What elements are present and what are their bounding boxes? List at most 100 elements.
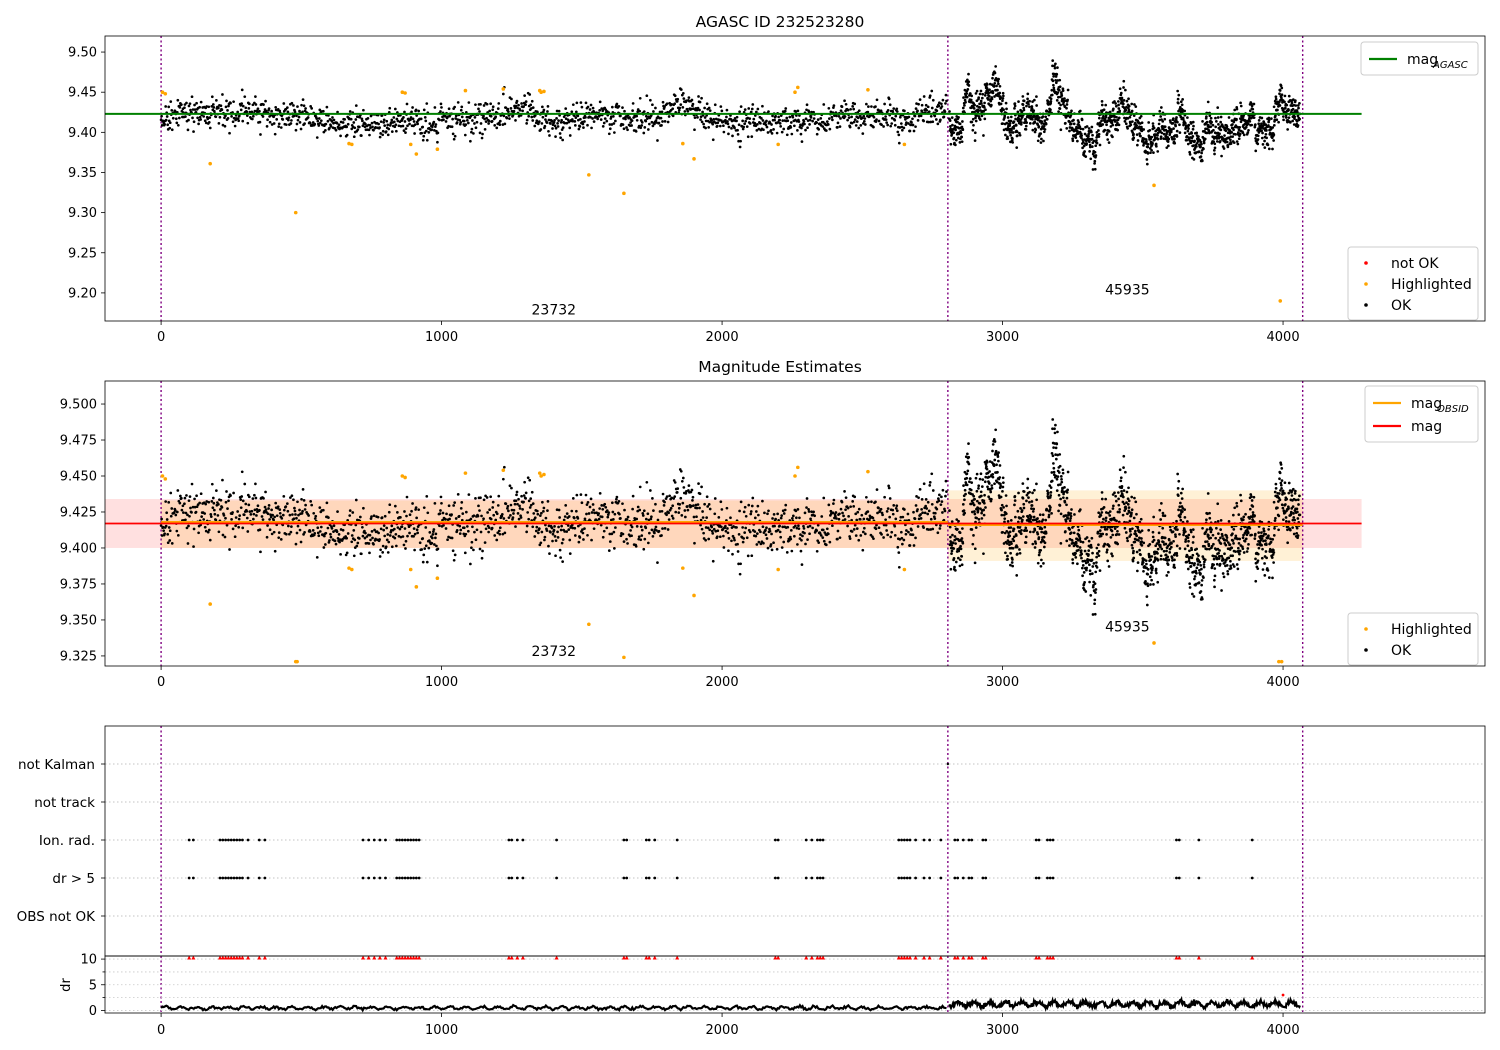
x-tick-label: 3000 <box>986 330 1019 345</box>
ok-point <box>559 528 563 532</box>
ok-point <box>794 524 797 528</box>
ok-point <box>978 106 982 109</box>
ok-point <box>576 517 580 520</box>
ok-point <box>500 512 504 516</box>
ok-point <box>177 499 181 503</box>
y-tick-label: 9.45 <box>68 86 97 101</box>
ok-point <box>985 460 989 464</box>
ok-point <box>354 498 358 502</box>
ok-point <box>933 114 937 118</box>
ok-point <box>459 108 463 112</box>
ok-point <box>587 512 591 515</box>
ok-point <box>993 81 997 85</box>
ok-point <box>904 123 908 127</box>
ok-point <box>1211 123 1215 127</box>
ok-point <box>348 110 352 113</box>
ok-point <box>851 500 855 503</box>
ok-point <box>889 124 893 128</box>
ok-point <box>1001 122 1005 125</box>
ok-point <box>1230 130 1234 134</box>
ok-point <box>954 128 957 132</box>
ok-point <box>951 123 954 127</box>
ok-point <box>1260 116 1264 120</box>
ok-point <box>185 494 188 497</box>
ok-point <box>301 98 305 102</box>
ok-point <box>1059 103 1062 107</box>
ok-point <box>644 119 648 123</box>
ok-point <box>207 105 211 109</box>
ok-point <box>256 107 260 111</box>
ok-point <box>290 494 294 498</box>
ok-point <box>972 494 976 498</box>
ok-point <box>1124 88 1127 92</box>
ok-point <box>394 123 398 127</box>
ok-point <box>918 487 922 491</box>
ok-point <box>971 128 975 132</box>
ok-point <box>217 121 221 125</box>
ok-point <box>699 518 703 522</box>
ok-point <box>907 122 910 125</box>
ok-point <box>562 518 566 522</box>
ok-point <box>1042 139 1045 143</box>
ok-point <box>348 509 352 512</box>
ok-point <box>384 130 388 133</box>
ok-point <box>266 524 269 527</box>
ok-point <box>751 103 755 106</box>
ok-point <box>199 492 203 496</box>
ok-point <box>272 518 276 522</box>
ok-point <box>291 513 294 516</box>
ok-point <box>863 123 867 126</box>
ok-point <box>573 534 577 537</box>
ok-point <box>983 480 987 484</box>
ok-point <box>1128 115 1132 119</box>
ok-point <box>1122 79 1126 83</box>
ok-point <box>358 115 362 119</box>
ok-point <box>439 102 443 106</box>
ok-point <box>954 542 957 545</box>
ok-point <box>658 110 662 114</box>
ok-point <box>454 114 458 118</box>
ok-point <box>882 536 885 539</box>
ok-point <box>982 508 986 512</box>
ok-point <box>478 110 481 113</box>
ok-point <box>488 109 491 113</box>
highlighted-point <box>400 90 405 94</box>
ok-point <box>704 526 708 529</box>
ok-point <box>300 103 303 107</box>
ok-point <box>797 527 801 531</box>
ok-point <box>261 115 265 118</box>
ok-point <box>611 510 615 514</box>
ok-point <box>899 122 903 125</box>
ok-point <box>654 525 658 529</box>
ok-point <box>1145 139 1148 143</box>
ok-point <box>781 509 785 513</box>
ok-point <box>597 517 601 521</box>
ok-point <box>684 515 687 519</box>
ok-point <box>531 106 535 109</box>
ok-point <box>185 526 189 530</box>
ok-point <box>1012 120 1016 124</box>
y-tick-label: 9.30 <box>68 206 97 221</box>
ok-point <box>1092 139 1096 143</box>
ok-point <box>1296 124 1300 127</box>
ok-point <box>173 110 177 113</box>
ok-point <box>669 506 673 510</box>
ok-point <box>540 530 544 534</box>
ok-point <box>483 127 487 131</box>
ok-point <box>258 120 262 124</box>
ok-point <box>302 533 305 536</box>
ok-point <box>1215 120 1218 123</box>
ok-point <box>815 121 819 125</box>
ok-point <box>1151 122 1155 125</box>
ok-point <box>927 120 931 124</box>
ok-point <box>530 115 534 119</box>
ok-point <box>1135 133 1139 136</box>
ok-point <box>974 119 978 123</box>
ok-point <box>237 517 241 521</box>
ok-point <box>1080 118 1084 122</box>
ok-point <box>687 96 691 99</box>
ok-point <box>960 555 964 558</box>
ok-point <box>1138 132 1141 135</box>
ok-point <box>861 548 865 552</box>
ok-point <box>849 107 852 111</box>
